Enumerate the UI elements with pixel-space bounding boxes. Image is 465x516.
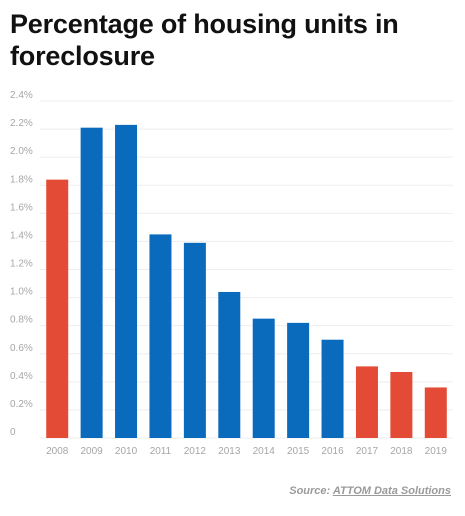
y-tick-label: 1.0% [10,287,33,298]
y-axis-tick-labels: 0 0.2% 0.4% 0.6% 0.8% 1.0% 1.2% 1.4% 1.6% 1.8% 2.0… [10,90,33,438]
bar-2012 [183,242,206,438]
y-tick-label: 1.4% [10,230,33,241]
bars [46,124,447,438]
y-tick-label: 0.2% [10,399,33,410]
bar-2011 [149,234,172,438]
bar-2018 [390,372,413,438]
y-tick-label: 0 [10,427,16,438]
x-axis-tick-labels: 2008 2009 2010 2011 2012 2013 2014 2015 2016 2017… [46,446,447,457]
bar-2008 [46,179,69,438]
bar-2015 [287,322,310,438]
x-tick-label-2011: 2011 [150,446,172,457]
y-tick-label: 2.4% [10,90,33,101]
x-tick-label-2016: 2016 [321,446,344,457]
bar-2010 [115,124,138,438]
y-tick-label: 0.8% [10,315,33,326]
bar-2017 [355,366,378,438]
x-tick-label-2018: 2018 [390,446,413,457]
y-tick-label: 1.8% [10,174,33,185]
chart-title: Percentage of housing units in foreclosu… [10,9,399,71]
bar-2019 [424,387,447,438]
bar-2016 [321,339,344,438]
x-tick-label-2019: 2019 [425,446,448,457]
bar-2014 [252,318,275,438]
gridlines [40,100,453,439]
y-tick-label: 1.2% [10,259,33,270]
y-tick-label: 2.2% [10,118,33,129]
x-tick-label-2015: 2015 [287,446,310,457]
source-link[interactable]: ATTOM Data Solutions [332,485,451,497]
y-tick-label: 0.4% [10,371,33,382]
source-credit: Source: ATTOM Data Solutions [289,485,451,497]
y-tick-label: 2.0% [10,146,33,157]
x-tick-label-2009: 2009 [81,446,104,457]
bar-2013 [218,291,241,438]
y-tick-label: 1.6% [10,202,33,213]
bar-2009 [80,127,103,438]
x-tick-label-2014: 2014 [253,446,276,457]
x-tick-label-2010: 2010 [115,446,138,457]
x-tick-label-2008: 2008 [46,446,69,457]
x-tick-label-2012: 2012 [184,446,207,457]
y-tick-label: 0.6% [10,343,33,354]
x-tick-label-2013: 2013 [218,446,241,457]
source-prefix: Source: [289,485,333,497]
x-tick-label-2017: 2017 [356,446,379,457]
